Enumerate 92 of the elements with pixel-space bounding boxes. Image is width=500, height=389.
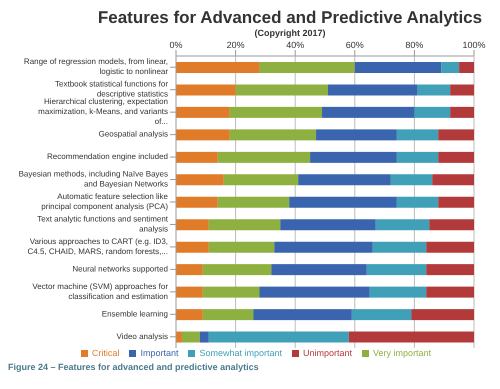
bar [352, 309, 412, 320]
bar [396, 152, 438, 163]
bar [182, 332, 200, 343]
bar [176, 106, 230, 118]
y-tick-label: Hierarchical clustering, expectation maximization, k-Means, and variants of... [38, 97, 168, 126]
y-tick-label: Recommendation engine included [47, 152, 168, 162]
bar [176, 309, 203, 320]
y-tick-label: Automatic feature selection like principal component analysis (PCA) [41, 192, 169, 212]
bar [414, 106, 450, 118]
bar [316, 129, 397, 140]
y-tick-label: Text analytic functions and sentiment analysis [37, 214, 169, 234]
legend-label: Somewhat important [199, 348, 282, 358]
bar [236, 84, 328, 96]
bar [426, 264, 474, 276]
bar [176, 62, 260, 73]
bar [396, 129, 438, 140]
legend-label: Unimportant [303, 348, 352, 358]
bar [370, 286, 426, 298]
bar [176, 152, 218, 163]
y-tick-label: Various approaches to CART (e.g. ID3, C4.5, CHAID, MARS, random forests,... [28, 237, 168, 256]
legend-label: Important [140, 348, 178, 358]
x-tick-label: 40% [286, 40, 304, 50]
bar [310, 152, 397, 163]
x-tick-label: 20% [226, 40, 245, 50]
bar [202, 309, 254, 320]
y-tick-label: Geospatial analysis [98, 130, 168, 139]
y-tick-label: Neural networks supported [72, 264, 168, 274]
y-tick-label: Textbook statistical functions for descriptive statistics [55, 80, 168, 99]
legend-label: Very important [373, 348, 432, 358]
bar [200, 332, 209, 343]
bar [259, 286, 370, 298]
x-tick-label: 0% [169, 40, 183, 50]
bar [322, 106, 414, 118]
bar [298, 174, 391, 186]
bar [366, 264, 426, 276]
bar [348, 332, 474, 343]
bar [271, 264, 367, 276]
bar [176, 219, 209, 230]
bar [429, 219, 474, 230]
bar [176, 84, 236, 96]
bar [354, 62, 442, 73]
bar [230, 106, 322, 118]
y-tick-label: Range of regression models, from linear, logistic to nonlinear [24, 57, 168, 76]
bar [438, 152, 474, 163]
caption: Figure 24 – Features for advanced and predictive analytics [8, 362, 260, 372]
bar [176, 174, 224, 186]
y-tick-label: Ensemble learning [102, 309, 168, 318]
bar [450, 106, 474, 118]
bar [176, 332, 182, 343]
x-tick-label: 60% [346, 40, 364, 50]
y-tick-label: Video analysis [116, 332, 168, 341]
chart-subtitle: (Copyright 2017) [253, 28, 326, 38]
bar [289, 196, 397, 208]
bar [274, 242, 373, 253]
bar [411, 309, 474, 320]
bar [441, 62, 460, 73]
bar [253, 309, 352, 320]
bar [438, 129, 474, 140]
bar [328, 84, 418, 96]
bar [376, 219, 430, 230]
y-tick-label: Bayesian methods, including Naïve Bayes and Bayesian Networks [18, 170, 168, 189]
bar [426, 242, 474, 253]
bar [230, 129, 316, 140]
bar [372, 242, 426, 253]
bar [202, 264, 272, 276]
bar [176, 286, 203, 298]
bar [208, 242, 274, 253]
bar [432, 174, 474, 186]
bar [176, 129, 230, 140]
x-tick-label: 100% [462, 40, 486, 50]
x-tick-label: 80% [405, 40, 424, 50]
bar [208, 332, 349, 343]
bar [208, 219, 280, 230]
bar [417, 84, 450, 96]
bar [218, 152, 310, 163]
bar [224, 174, 298, 186]
bar [438, 196, 474, 208]
bar [426, 286, 474, 298]
bar [176, 242, 209, 253]
bar [218, 196, 290, 208]
chart-title: Features for Advanced and Predictive Analytics [96, 8, 484, 28]
bar [390, 174, 432, 186]
bar [396, 196, 438, 208]
bar [259, 62, 355, 73]
bar [450, 84, 474, 96]
bar [176, 264, 203, 276]
legend-label: Critical [92, 348, 120, 358]
bar [202, 286, 260, 298]
bar [176, 196, 218, 208]
bar [459, 62, 474, 73]
bar [280, 219, 376, 230]
y-tick-label: Vector machine (SVM) approaches for classification and estimation [32, 282, 168, 301]
